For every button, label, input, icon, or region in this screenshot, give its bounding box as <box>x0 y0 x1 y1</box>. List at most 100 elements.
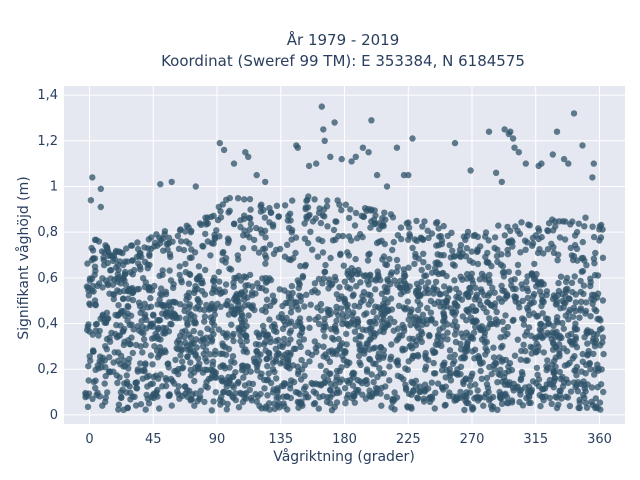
data-point <box>300 385 308 393</box>
data-point <box>488 370 495 378</box>
data-point <box>544 364 552 372</box>
data-point <box>344 391 352 398</box>
data-point <box>368 206 375 213</box>
data-point <box>377 344 384 351</box>
data-point <box>174 388 181 395</box>
data-point <box>505 238 512 245</box>
data-point <box>451 351 458 359</box>
data-point <box>90 288 97 295</box>
data-point <box>350 291 357 298</box>
data-point <box>285 299 292 307</box>
data-point <box>534 249 542 257</box>
data-point <box>188 246 195 253</box>
data-point <box>214 300 221 307</box>
data-point <box>92 236 100 243</box>
data-point <box>524 294 531 302</box>
data-point <box>498 282 505 289</box>
data-point <box>304 349 312 356</box>
data-point <box>363 368 371 375</box>
data-point <box>448 229 455 236</box>
data-point <box>363 207 370 214</box>
data-point <box>97 185 105 192</box>
data-point <box>560 155 568 163</box>
data-point <box>453 302 460 310</box>
data-point <box>451 277 458 284</box>
data-point <box>100 254 107 261</box>
data-point <box>224 400 231 408</box>
data-point <box>190 327 197 335</box>
data-point <box>157 181 164 188</box>
y-tick-label: 1 <box>50 179 58 194</box>
data-point <box>185 289 193 297</box>
data-point <box>393 144 401 151</box>
data-point <box>101 380 108 387</box>
data-point <box>494 246 501 253</box>
data-point <box>333 367 341 375</box>
data-point <box>241 296 248 303</box>
data-point <box>569 338 577 345</box>
data-point <box>365 149 372 156</box>
data-point <box>196 220 204 227</box>
data-point <box>575 220 582 227</box>
data-point <box>117 389 125 396</box>
data-point <box>170 310 178 317</box>
data-point <box>320 275 328 282</box>
data-point <box>489 284 496 291</box>
data-point <box>415 255 422 262</box>
data-point <box>116 374 123 381</box>
data-point <box>416 383 423 390</box>
data-point <box>271 321 278 328</box>
data-point <box>394 372 402 379</box>
data-point <box>259 322 267 330</box>
data-point <box>102 364 109 371</box>
data-point <box>589 174 596 181</box>
data-point <box>262 178 269 186</box>
data-point <box>512 223 519 230</box>
data-point <box>360 288 368 296</box>
data-point <box>208 407 215 414</box>
data-point <box>468 270 475 277</box>
data-point <box>140 336 148 343</box>
data-point <box>459 313 466 320</box>
data-point <box>582 310 589 317</box>
data-point <box>597 381 605 388</box>
data-point <box>520 341 527 348</box>
data-point <box>477 367 484 375</box>
data-point <box>386 255 393 263</box>
data-point <box>491 303 498 311</box>
data-point <box>347 206 354 213</box>
data-point <box>348 237 355 244</box>
data-point <box>567 221 574 228</box>
data-point <box>310 388 317 395</box>
data-point <box>211 231 218 239</box>
data-point <box>338 293 345 300</box>
data-point <box>210 240 217 247</box>
data-point <box>345 214 353 222</box>
data-point <box>408 391 415 398</box>
data-point <box>516 387 523 394</box>
data-point <box>321 268 328 276</box>
data-point <box>243 349 251 356</box>
data-point <box>573 245 581 252</box>
data-point <box>462 376 469 383</box>
data-point <box>435 225 442 232</box>
data-point <box>142 406 149 413</box>
data-point <box>204 238 211 245</box>
data-point <box>556 234 564 241</box>
data-point <box>128 242 136 249</box>
data-point <box>129 289 137 296</box>
data-point <box>586 360 593 368</box>
data-point <box>246 271 254 279</box>
data-point <box>156 234 163 241</box>
data-point <box>148 287 156 294</box>
data-point <box>377 390 384 397</box>
data-point <box>469 318 476 325</box>
data-point <box>228 321 235 328</box>
data-point <box>98 248 106 255</box>
data-point <box>368 117 375 124</box>
data-point <box>263 296 271 303</box>
data-point <box>453 293 460 301</box>
data-point <box>596 237 603 244</box>
data-point <box>89 331 96 338</box>
